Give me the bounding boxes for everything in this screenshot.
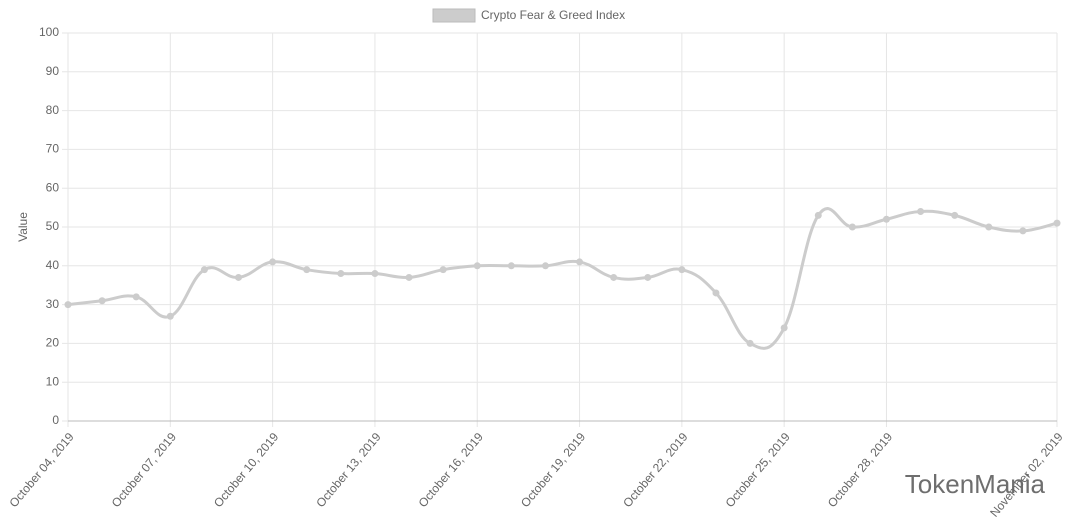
x-tick-label: October 10, 2019: [211, 430, 282, 510]
point: [985, 223, 993, 231]
point: [371, 270, 379, 278]
point: [235, 273, 243, 281]
point: [814, 211, 822, 219]
point: [1019, 227, 1027, 235]
x-tick-label: October 19, 2019: [518, 430, 589, 510]
point: [780, 324, 788, 332]
point: [64, 301, 72, 309]
point: [541, 262, 549, 270]
y-axis-label: Value: [16, 212, 30, 242]
point: [848, 223, 856, 231]
y-tick-label: 70: [46, 142, 60, 156]
point: [439, 266, 447, 274]
point: [951, 211, 959, 219]
point: [712, 289, 720, 297]
watermark: TokenMania: [905, 469, 1046, 499]
point: [473, 262, 481, 270]
point: [405, 273, 413, 281]
x-tick-label: October 22, 2019: [620, 430, 691, 510]
point: [1053, 219, 1061, 227]
y-tick-label: 20: [46, 336, 60, 350]
point: [507, 262, 515, 270]
y-tick-label: 80: [46, 103, 60, 117]
y-tick-label: 50: [46, 219, 60, 233]
line: [67, 207, 1058, 350]
y-tick-label: 0: [52, 413, 59, 427]
legend-label: Crypto Fear & Greed Index: [481, 8, 625, 22]
point: [917, 207, 925, 215]
point: [746, 339, 754, 347]
point: [678, 266, 686, 274]
x-tick-label: October 07, 2019: [109, 430, 180, 510]
y-tick-label: 100: [39, 25, 59, 39]
legend-swatch: [432, 8, 476, 23]
point: [644, 273, 652, 281]
x-tick-label: October 28, 2019: [825, 430, 896, 510]
x-tick-label: October 04, 2019: [6, 430, 77, 510]
point: [303, 266, 311, 274]
y-tick-label: 60: [46, 180, 60, 194]
point: [610, 273, 618, 281]
y-tick-label: 90: [46, 64, 60, 78]
point: [882, 215, 890, 223]
x-tick-label: October 16, 2019: [416, 430, 487, 510]
point: [269, 258, 277, 266]
y-tick-label: 30: [46, 297, 60, 311]
x-tick-label: October 13, 2019: [313, 430, 384, 510]
point: [576, 258, 584, 266]
point: [132, 293, 140, 301]
point: [200, 266, 208, 274]
y-tick-label: 10: [46, 374, 60, 388]
point: [98, 297, 106, 305]
x-tick-label: October 25, 2019: [723, 430, 794, 510]
point: [166, 312, 174, 320]
point: [337, 270, 345, 278]
y-tick-label: 40: [46, 258, 60, 272]
